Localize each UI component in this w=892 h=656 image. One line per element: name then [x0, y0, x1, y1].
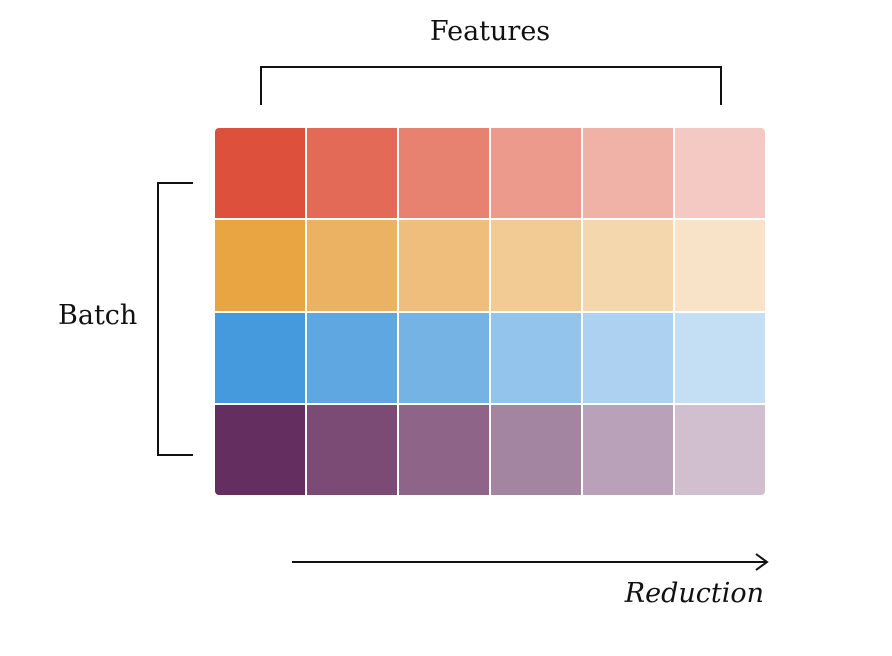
reduction-arrow-icon: [292, 553, 769, 571]
grid-cell-r1-c3: [399, 128, 489, 219]
grid-cell-r3-c3: [399, 312, 489, 403]
grid-cell-r4-c5: [583, 404, 673, 495]
grid-cell-r4-c2: [307, 404, 397, 495]
grid-cell-r4-c6: [675, 404, 765, 495]
grid-cell-r1-c6: [675, 128, 765, 219]
grid-cell-r1-c1: [215, 128, 305, 219]
grid-cell-r4-c1: [215, 404, 305, 495]
grid-cell-r2-c6: [675, 220, 765, 311]
grid-cell-r2-c4: [491, 220, 581, 311]
batch-bracket-icon: [157, 182, 193, 456]
grid-cell-r1-c5: [583, 128, 673, 219]
grid-cell-r2-c2: [307, 220, 397, 311]
features-label: Features: [429, 16, 551, 47]
features-bracket-icon: [260, 66, 722, 105]
grid-cell-r2-c5: [583, 220, 673, 311]
batch-label: Batch: [58, 300, 138, 331]
grid-cell-r1-c2: [307, 128, 397, 219]
color-grid: [215, 128, 765, 495]
grid-cell-r3-c2: [307, 312, 397, 403]
grid-cell-r3-c1: [215, 312, 305, 403]
grid-cell-r2-c1: [215, 220, 305, 311]
grid-cell-r3-c4: [491, 312, 581, 403]
grid-cell-r3-c6: [675, 312, 765, 403]
grid-cell-r2-c3: [399, 220, 489, 311]
grid-cell-r4-c3: [399, 404, 489, 495]
reduction-label: Reduction: [624, 578, 764, 609]
grid-cell-r1-c4: [491, 128, 581, 219]
grid-cell-r4-c4: [491, 404, 581, 495]
grid-cell-r3-c5: [583, 312, 673, 403]
